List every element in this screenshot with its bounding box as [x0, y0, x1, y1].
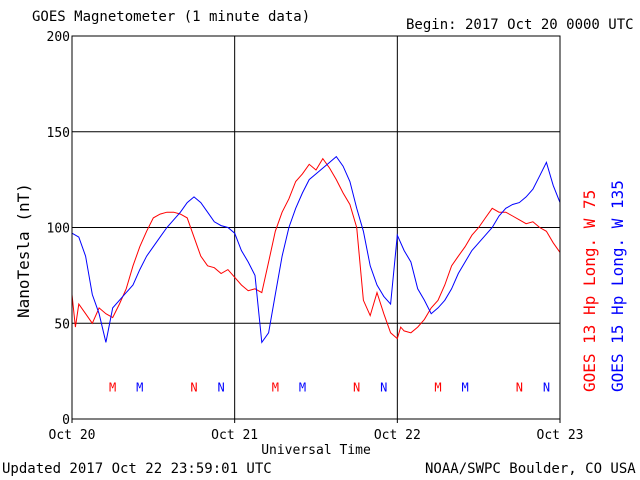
y-tick-label: 50	[54, 317, 70, 332]
mn-marker: M	[136, 380, 143, 394]
chart-title: GOES Magnetometer (1 minute data)	[32, 9, 311, 25]
y-tick-label: 100	[47, 222, 70, 237]
y-tick-label: 0	[62, 413, 70, 428]
mn-marker: M	[299, 380, 306, 394]
x-tick-label: Oct 21	[211, 428, 258, 443]
plot-frame	[71, 35, 561, 420]
begin-time: Begin: 2017 Oct 20 0000 UTC	[406, 17, 634, 33]
source-credit: NOAA/SWPC Boulder, CO USA	[425, 461, 636, 477]
series-line-goes15	[71, 155, 561, 344]
mn-marker: N	[353, 380, 360, 394]
x-axis-label: Universal Time	[261, 443, 371, 458]
updated-time: Updated 2017 Oct 22 23:59:01 UTC	[2, 461, 272, 477]
mn-marker: N	[190, 380, 197, 394]
grid	[72, 36, 560, 419]
y-tick-labels: 0 50 100 150 200	[47, 30, 70, 428]
x-tick-label: Oct 20	[49, 428, 96, 443]
mn-marker: M	[109, 380, 116, 394]
mn-marker: N	[380, 380, 387, 394]
x-tick-labels: Oct 20 Oct 21 Oct 22 Oct 23	[49, 419, 584, 443]
mn-marker: N	[543, 380, 550, 394]
mn-marker: M	[461, 380, 468, 394]
mn-marker: N	[217, 380, 224, 394]
y-tick-label: 150	[47, 126, 70, 141]
x-tick-label: Oct 22	[374, 428, 421, 443]
series-line-goes13	[71, 157, 561, 340]
mn-marker: N	[516, 380, 523, 394]
mn-marker: M	[434, 380, 441, 394]
series-lines	[71, 155, 561, 344]
mn-marker: M	[272, 380, 279, 394]
y-tick-label: 200	[47, 30, 70, 45]
x-tick-label: Oct 23	[537, 428, 584, 443]
